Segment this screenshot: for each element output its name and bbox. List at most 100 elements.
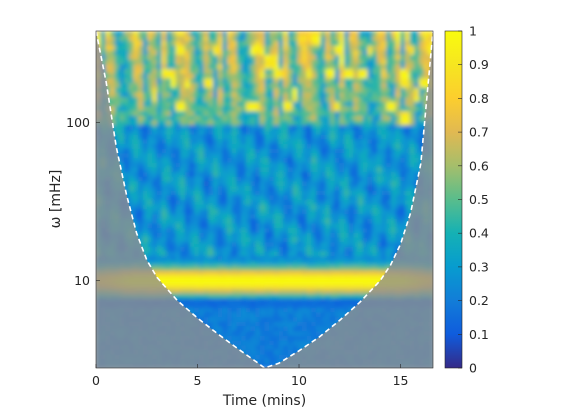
heatmap-cell [301,330,308,336]
heatmap-cell [362,246,369,252]
heatmap-cell [264,265,270,271]
heatmap-cell [156,185,163,191]
heatmap-cell [198,185,205,191]
heatmap-cell [198,63,205,70]
heatmap-cell [213,316,219,322]
heatmap-cell [198,222,205,229]
heatmap-cell [166,129,172,135]
heatmap-cell [269,63,275,70]
heatmap-cell [142,110,149,116]
heatmap-cell [269,208,275,215]
heatmap-cell [241,344,247,350]
heatmap-cell [170,274,177,280]
heatmap-cell [100,45,106,51]
heatmap-cell [344,105,350,112]
heatmap-cell [194,241,200,247]
heatmap-cell [339,283,345,290]
heatmap-cell [152,129,158,135]
heatmap-cell [156,274,163,280]
heatmap-cell [170,176,177,182]
heatmap-cell [245,129,252,135]
heatmap-cell [269,307,275,313]
heatmap-cell [273,91,280,98]
heatmap-cell [119,73,125,79]
heatmap-cell [306,279,312,285]
heatmap-cell [250,302,256,308]
heatmap-cell [227,269,233,275]
heatmap-cell [147,40,153,46]
heatmap-cell [245,236,252,243]
heatmap-cell [114,82,120,88]
heatmap-cell [119,77,125,84]
heatmap-cell [255,325,261,332]
heatmap-cell [198,255,205,261]
heatmap-cell [376,68,383,74]
heatmap-cell [208,148,214,154]
heatmap-cell [124,54,130,60]
heatmap-cell [362,119,369,126]
heatmap-cell [344,91,350,98]
heatmap-cell [353,194,359,201]
heatmap-cell [404,63,411,70]
heatmap-cell [241,166,247,173]
heatmap-cell [255,63,261,70]
heatmap-cell [297,260,303,266]
heatmap-cell [119,143,125,149]
heatmap-cell [138,40,144,46]
heatmap-cell [306,148,312,154]
heatmap-cell [161,260,167,266]
heatmap-cell [315,73,322,79]
heatmap-cell [269,236,275,243]
heatmap-cell [311,213,317,219]
heatmap-cell [287,194,294,201]
heatmap-cell [259,110,266,116]
heatmap-cell [138,49,144,55]
heatmap-cell [367,91,373,98]
heatmap-cell [273,265,280,271]
heatmap-cell [400,180,406,187]
heatmap-cell [292,250,298,257]
heatmap-cell [142,133,149,140]
heatmap-cell [278,208,284,215]
heatmap-cell [269,96,275,102]
heatmap-cell [381,148,387,154]
heatmap-cell [110,82,116,88]
heatmap-cell [250,124,256,130]
heatmap-cell [311,73,317,79]
heatmap-cell [390,190,397,196]
heatmap-cell [376,119,383,126]
heatmap-cell [213,227,219,233]
heatmap-cell [203,152,209,158]
heatmap-cell [236,152,242,158]
heatmap-cell [330,59,336,65]
heatmap-cell [231,87,238,93]
heatmap-cell [203,321,209,327]
heatmap-cell [325,91,331,98]
heatmap-cell [180,138,186,144]
heatmap-cell [344,293,350,299]
heatmap-cell [124,119,130,126]
heatmap-cell [227,185,233,191]
heatmap-cell [386,129,392,135]
heatmap-cell [208,73,214,79]
heatmap-cell [138,87,144,93]
heatmap-cell [301,54,308,60]
heatmap-cell [175,119,181,126]
heatmap-cell [344,138,350,144]
heatmap-cell [241,297,247,304]
heatmap-cell [203,49,209,55]
heatmap-cell [297,101,303,107]
heatmap-cell [245,297,252,304]
heatmap-cell [119,82,125,88]
heatmap-cell [142,166,149,173]
heatmap-cell [358,45,364,51]
heatmap-cell [404,138,411,144]
heatmap-cell [400,208,406,215]
heatmap-cell [273,68,280,74]
heatmap-cell [198,236,205,243]
heatmap-cell [306,101,312,107]
heatmap-cell [227,162,233,168]
heatmap-cell [390,87,397,93]
heatmap-cell [414,105,420,112]
heatmap-cell [241,35,247,41]
